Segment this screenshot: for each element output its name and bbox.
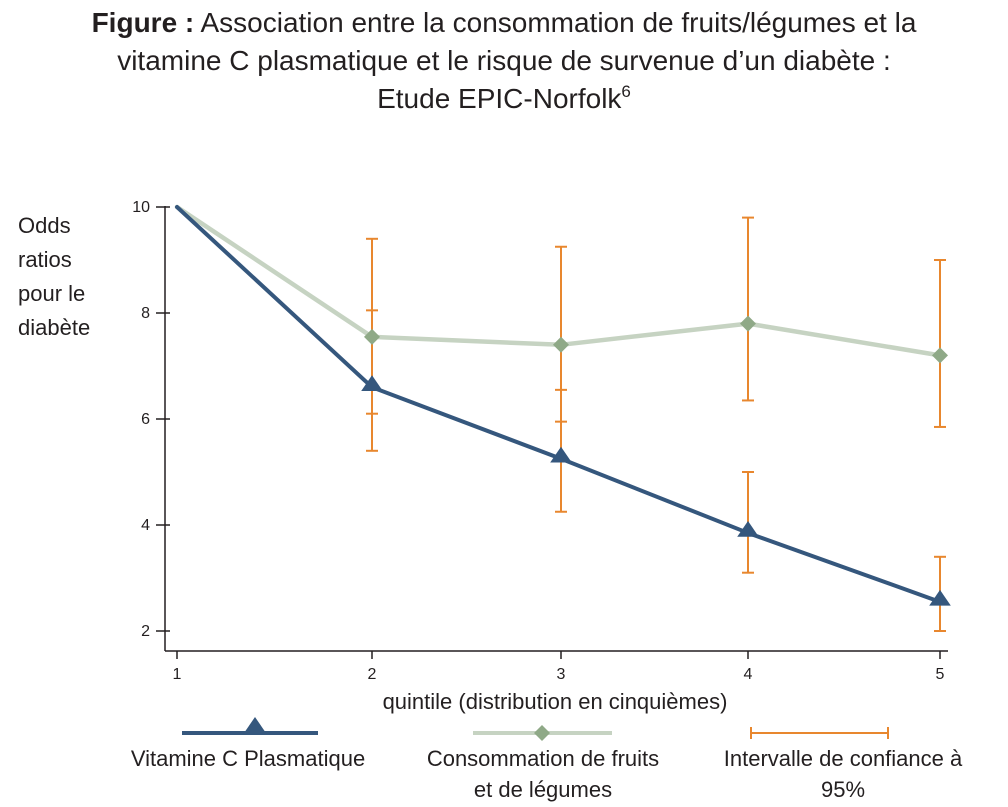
diamond-marker bbox=[534, 725, 550, 741]
series-line bbox=[175, 205, 942, 604]
legend-label-ci: 95% bbox=[821, 777, 865, 802]
diamond-marker bbox=[932, 347, 948, 364]
legend: Vitamine C Plasmatique Consommation de fr… bbox=[131, 717, 963, 802]
chart-title: Figure : Association entre la consommati… bbox=[0, 4, 1008, 118]
title-line-3: Etude EPIC-Norfolk bbox=[377, 83, 622, 114]
triangle-marker bbox=[361, 375, 383, 391]
y-axis-label: Odds ratios pour le diabète bbox=[18, 213, 90, 340]
y-axis-label-line: Odds bbox=[18, 213, 71, 238]
y-axis-label-line: ratios bbox=[18, 247, 72, 272]
series-line bbox=[174, 204, 943, 358]
legend-label-ci: Intervalle de confiance à bbox=[724, 746, 963, 771]
data-points bbox=[361, 315, 951, 606]
triangle-marker bbox=[737, 520, 759, 537]
diamond-marker bbox=[364, 328, 380, 345]
x-tick-label: 2 bbox=[368, 666, 377, 683]
title-line-2: vitamine C plasmatique et le risque de s… bbox=[117, 45, 891, 76]
x-axis-label: quintile (distribution en cinquièmes) bbox=[383, 689, 728, 714]
y-tick-label: 2 bbox=[141, 623, 150, 640]
legend-label-fruits: et de légumes bbox=[474, 777, 612, 802]
x-tick-label: 4 bbox=[744, 666, 753, 683]
series-lines bbox=[174, 204, 943, 604]
x-tick-label: 5 bbox=[936, 666, 945, 683]
diamond-marker bbox=[740, 315, 756, 332]
diamond-marker bbox=[553, 336, 569, 353]
legend-label-vitamin-c: Vitamine C Plasmatique bbox=[131, 746, 365, 771]
y-axis-label-line: pour le bbox=[18, 281, 85, 306]
title-superscript: 6 bbox=[621, 82, 631, 101]
x-tick-label: 1 bbox=[173, 666, 182, 683]
x-tick-label: 3 bbox=[557, 666, 566, 683]
y-tick-label: 6 bbox=[141, 411, 150, 428]
title-line-1: Association entre la consommation de fru… bbox=[200, 7, 917, 38]
title-prefix: Figure : bbox=[91, 7, 195, 38]
y-tick-label: 4 bbox=[141, 517, 150, 534]
triangle-marker bbox=[550, 446, 572, 463]
confidence-intervals bbox=[366, 216, 946, 632]
triangle-marker bbox=[243, 717, 267, 735]
legend-label-fruits: Consommation de fruits bbox=[427, 746, 659, 771]
y-tick-label: 10 bbox=[132, 199, 150, 216]
y-tick-label: 8 bbox=[141, 305, 150, 322]
y-axis-label-line: diabète bbox=[18, 315, 90, 340]
triangle-marker bbox=[929, 589, 951, 606]
